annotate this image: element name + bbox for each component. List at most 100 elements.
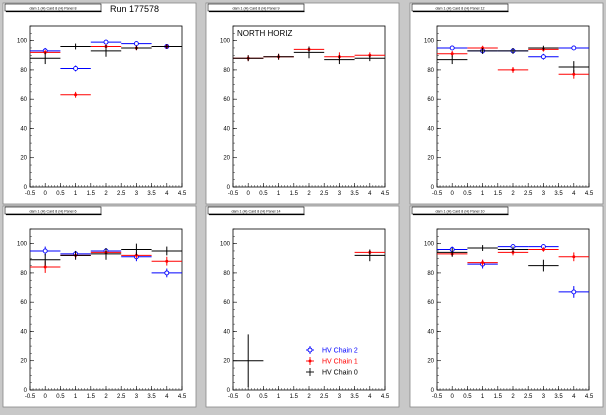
- x-tick-label: 2: [307, 394, 311, 400]
- data-point: [497, 246, 529, 253]
- x-tick-label: 4.5: [178, 191, 187, 197]
- data-point: [90, 248, 122, 260]
- y-tick-label: 0: [24, 185, 28, 191]
- x-tick-label: 1.5: [87, 191, 96, 197]
- star-marker: [572, 72, 576, 76]
- circle-marker: [164, 270, 170, 276]
- y-tick-label: 20: [427, 359, 434, 365]
- circle-marker: [73, 65, 79, 71]
- data-point: [528, 244, 559, 250]
- data-point: [558, 45, 589, 51]
- x-tick-label: 2.5: [320, 191, 329, 197]
- y-tick-label: 60: [427, 97, 434, 103]
- x-tick-label: 0: [44, 191, 48, 197]
- data-point: [354, 249, 385, 262]
- data-point: [60, 250, 91, 260]
- y-tick-label: 40: [427, 126, 434, 132]
- x-tick-label: 1.5: [290, 394, 299, 400]
- y-tick-label: 100: [424, 39, 435, 45]
- x-tick-label: 3.5: [554, 394, 563, 400]
- x-tick-label: 4: [368, 191, 372, 197]
- pad-frame: [205, 205, 400, 408]
- x-tick-label: 2: [511, 191, 515, 197]
- pad-annotation: NORTH HORIZ: [237, 29, 293, 38]
- y-tick-label: 40: [20, 126, 27, 132]
- x-tick-label: 1: [74, 394, 78, 400]
- x-tick-label: 0.5: [259, 191, 268, 197]
- x-tick-label: 2.5: [117, 394, 126, 400]
- x-tick-label: 4.5: [585, 191, 594, 197]
- x-tick-label: 4: [572, 394, 576, 400]
- y-tick-label: 60: [223, 300, 230, 306]
- data-point: [30, 52, 61, 65]
- pad-title: dam 1 (H) Card 8 (H) Panel 14: [232, 209, 281, 213]
- x-tick-label: 1.5: [494, 394, 503, 400]
- y-tick-label: 60: [20, 300, 27, 306]
- star-marker: [511, 68, 515, 72]
- data-point: [90, 39, 122, 45]
- data-point: [467, 47, 498, 54]
- x-tick-label: 4: [165, 394, 169, 400]
- pad-frame: [205, 2, 400, 205]
- data-point: [60, 91, 91, 98]
- y-tick-label: 0: [227, 185, 231, 191]
- x-tick-label: 4: [165, 191, 169, 197]
- x-tick-label: 0.5: [463, 394, 472, 400]
- x-tick-label: 1.5: [290, 191, 299, 197]
- x-tick-label: 2: [104, 191, 108, 197]
- data-point: [558, 61, 589, 73]
- y-tick-label: 100: [220, 39, 231, 45]
- run-label: Run 177578: [110, 4, 159, 14]
- pad-title: dam 1 (H) Card 8 (H) Panel 10: [436, 209, 485, 213]
- x-tick-label: 1: [74, 191, 78, 197]
- x-tick-label: 1.5: [494, 191, 503, 197]
- star-marker: [450, 52, 454, 56]
- x-tick-label: 2.5: [117, 191, 126, 197]
- legend-label: HV Chain 2: [322, 348, 358, 355]
- circle-marker: [103, 39, 109, 45]
- data-point: [528, 259, 559, 272]
- x-tick-label: -0.5: [25, 394, 36, 400]
- y-tick-label: 20: [20, 359, 27, 365]
- star-marker: [165, 259, 169, 263]
- data-point: [558, 286, 589, 298]
- x-tick-label: 1: [481, 394, 485, 400]
- circle-marker: [42, 248, 48, 254]
- x-tick-label: -0.5: [432, 394, 443, 400]
- chart-pad-3: dam 1 (H) Card 8 (H) Panel 12-0.5 0 0.5 1 1.…: [409, 2, 604, 205]
- data-point: [354, 55, 385, 62]
- data-point: [233, 334, 264, 388]
- x-tick-label: 3: [338, 191, 342, 197]
- y-tick-label: 20: [20, 156, 27, 162]
- x-tick-label: 0: [44, 394, 48, 400]
- x-tick-label: 0.5: [56, 191, 65, 197]
- data-point: [151, 246, 182, 256]
- y-tick-label: 40: [223, 126, 230, 132]
- x-tick-label: 4.5: [585, 394, 594, 400]
- circle-marker: [571, 45, 577, 51]
- x-tick-label: 3: [542, 394, 546, 400]
- y-tick-label: 80: [20, 68, 27, 74]
- y-tick-label: 60: [223, 97, 230, 103]
- pad-frame: [409, 205, 604, 408]
- x-tick-label: -0.5: [25, 191, 36, 197]
- y-tick-label: 80: [427, 271, 434, 277]
- legend-star: [308, 359, 312, 363]
- y-tick-label: 80: [223, 271, 230, 277]
- y-tick-label: 60: [20, 97, 27, 103]
- y-tick-label: 80: [20, 271, 27, 277]
- data-point: [558, 252, 589, 262]
- x-tick-label: 3.5: [147, 394, 156, 400]
- data-point: [151, 256, 182, 266]
- pad-title: dam 1 (H) Card 8 (H) Panel 12: [436, 6, 485, 10]
- x-tick-label: 3: [338, 394, 342, 400]
- y-tick-label: 0: [431, 185, 435, 191]
- y-tick-label: 0: [24, 388, 28, 394]
- data-point: [497, 66, 529, 73]
- y-tick-label: 80: [223, 68, 230, 74]
- x-tick-label: 2.5: [524, 191, 533, 197]
- x-tick-label: 4.5: [381, 394, 390, 400]
- x-tick-label: 1: [277, 191, 281, 197]
- data-point: [60, 43, 91, 50]
